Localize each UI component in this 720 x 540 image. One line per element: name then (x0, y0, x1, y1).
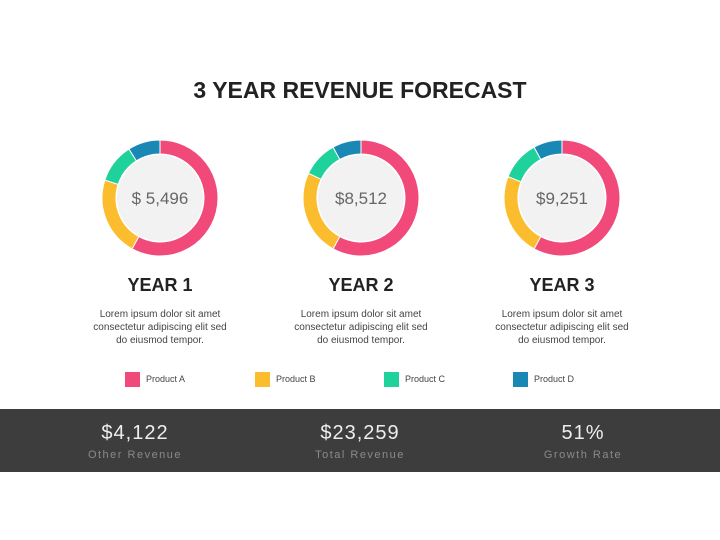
stat-label: Growth Rate (543, 449, 623, 461)
description-line: consectetur adipiscing elit sed (93, 322, 227, 333)
stat-label: Other Revenue (87, 449, 183, 461)
year-column-3: $9,251 YEAR 3 Lorem ipsum dolor sit amet… (462, 0, 662, 400)
year-heading: YEAR 3 (529, 275, 595, 295)
legend-swatch (255, 371, 270, 387)
year-heading: YEAR 2 (328, 275, 394, 295)
year-description: Lorem ipsum dolor sit amet consectetur a… (60, 308, 260, 347)
donut-center-value: $8,512 (335, 189, 387, 208)
description-line: Lorem ipsum dolor sit amet (501, 309, 623, 320)
donut-slice-product-d (128, 139, 161, 162)
legend-swatch (513, 371, 528, 387)
year-heading: YEAR 1 (127, 275, 193, 295)
stat-total-revenue: $23,259 Total Revenue (240, 409, 480, 472)
donut-svg: $9,251 (503, 139, 621, 257)
stat-value: $4,122 (101, 422, 169, 444)
legend-label: Product A (146, 374, 186, 384)
legend-label: Product C (405, 374, 446, 384)
donut-center (519, 155, 605, 241)
donut-slice-product-d (533, 139, 563, 161)
donut-center (318, 155, 404, 241)
donut-center-value: $9,251 (536, 189, 588, 208)
description-line: consectetur adipiscing elit sed (294, 322, 428, 333)
description-line: do eiusmod tempor. (317, 335, 405, 346)
legend-swatch (125, 371, 140, 387)
legend-label: Product B (276, 374, 316, 384)
year-description: Lorem ipsum dolor sit amet consectetur a… (462, 308, 662, 347)
stat-value: 51% (561, 422, 605, 444)
legend-swatch (384, 371, 399, 387)
description-line: Lorem ipsum dolor sit amet (300, 309, 422, 320)
legend-item-product-b: Product B (255, 371, 316, 387)
legend-item-product-d: Product D (513, 371, 574, 387)
page-title: 3 YEAR REVENUE FORECAST (193, 77, 527, 103)
stat-other-revenue: $4,122 Other Revenue (15, 409, 255, 472)
description-line: do eiusmod tempor. (518, 335, 606, 346)
donut-chart-year-1: $ 5,496 (100, 138, 220, 258)
stat-label: Total Revenue (315, 449, 405, 461)
donut-chart-year-3: $9,251 (502, 138, 622, 258)
donut-center-value: $ 5,496 (132, 189, 189, 208)
stats-band: $4,122 Other Revenue $23,259 Total Reven… (0, 409, 720, 472)
legend-item-product-a: Product A (125, 371, 185, 387)
description-line: consectetur adipiscing elit sed (495, 322, 629, 333)
donut-center (117, 155, 203, 241)
donut-slice-product-d (332, 139, 362, 161)
donut-chart-year-2: $8,512 (301, 138, 421, 258)
donut-svg: $ 5,496 (101, 139, 219, 257)
description-line: Lorem ipsum dolor sit amet (99, 309, 221, 320)
description-line: do eiusmod tempor. (116, 335, 204, 346)
stat-growth-rate: 51% Growth Rate (463, 409, 703, 472)
legend-item-product-c: Product C (384, 371, 445, 387)
year-column-1: $ 5,496 YEAR 1 Lorem ipsum dolor sit ame… (60, 0, 260, 400)
year-column-2: $8,512 YEAR 2 Lorem ipsum dolor sit amet… (261, 0, 461, 400)
donut-svg: $8,512 (302, 139, 420, 257)
year-description: Lorem ipsum dolor sit amet consectetur a… (261, 308, 461, 347)
stat-value: $23,259 (320, 422, 400, 444)
legend-label: Product D (534, 374, 575, 384)
